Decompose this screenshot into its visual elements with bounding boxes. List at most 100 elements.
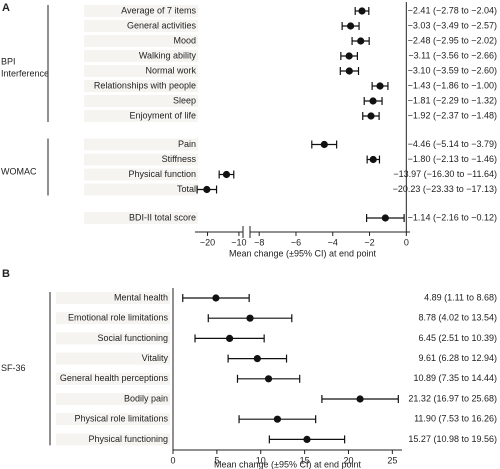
panel-label: A [2,2,10,14]
row-label: General activities [127,20,197,30]
point-estimate [346,22,355,30]
row-label-bg [84,65,198,77]
row-label: Stiffness [162,154,197,164]
group-label: SF-36 [1,363,26,373]
row-label: BDI-II total score [129,212,196,222]
value-label: 10.89 (7.35 to 14.44) [413,373,497,383]
value-label: 4.89 (1.11 to 8.68) [424,292,497,302]
x-tick-label: 5 [214,455,219,465]
row-label: Physical functioning [88,434,168,444]
x-tick-label: −8 [254,237,264,247]
row-label-bg [84,153,198,166]
row-label: Physical role limitations [74,414,168,424]
row-label: General health perceptions [60,373,169,383]
row-label: Enjoyment of life [129,110,196,120]
point-estimate [212,294,220,302]
row-label: Average of 7 items [121,5,196,15]
row-label-bg [84,5,198,17]
value-label: −1.80 (−2.13 to −1.46) [408,154,497,164]
point-estimate [369,155,377,164]
row-label-bg [56,413,170,426]
value-label: −20.23 (−23.33 to −17.13) [393,184,497,194]
value-label: −1.81 (−2.29 to −1.32) [408,95,497,105]
row-label: Bodily pain [124,393,168,403]
row-label: Sleep [173,95,196,105]
x-tick-label: 0 [170,455,175,465]
row-label-bg [84,212,198,224]
row-label-bg [84,50,198,62]
row-label-bg [84,138,198,151]
value-label: 9.61 (6.28 to 12.94) [418,353,497,363]
value-label: −3.10 (−3.59 to −2.60) [408,65,497,75]
row-label: Physical function [128,169,196,179]
value-label: −2.41 (−2.78 to −2.04) [408,5,497,15]
point-estimate [358,7,366,15]
row-label: Pain [178,139,196,149]
point-estimate [381,214,389,222]
row-label: Social functioning [97,333,168,343]
row-label-bg [84,95,198,107]
value-label: 21.32 (16.97 to 25.68) [408,393,497,403]
row-label: Total [177,184,196,194]
row-label-bg [84,80,198,92]
point-estimate [225,334,234,342]
row-label-bg [84,20,198,32]
row-label-bg [56,332,170,345]
row-label-bg [84,168,198,181]
row-label-bg [56,393,170,405]
x-tick-label: −6 [291,237,301,247]
point-estimate [345,52,353,60]
point-estimate [367,112,375,120]
value-label: 11.90 (7.53 to 16.26) [414,414,497,424]
x-tick-label: −10 [231,237,246,247]
point-estimate [264,375,273,383]
value-label: −2.48 (−2.95 to −2.02) [408,35,497,45]
row-label: Relationships with people [94,80,196,90]
point-estimate [203,185,211,194]
x-tick-label: 0 [404,237,409,247]
value-label: 15.27 (10.98 to 19.56) [408,434,497,444]
panel-label: B [2,268,10,280]
group-label: BPI Interference [1,57,49,79]
x-tick-label: −20 [200,237,215,247]
value-label: −3.03 (−3.49 to −2.57) [408,20,497,30]
value-label: −1.92 (−2.37 to −1.48) [408,110,497,120]
x-tick-label: 15 [300,455,310,465]
value-label: −4.46 (−5.14 to −3.79) [408,139,497,149]
value-label: 6.45 (2.51 to 10.39) [418,333,497,343]
point-estimate [357,37,365,45]
point-estimate [303,435,311,443]
row-label: Vitality [142,353,169,363]
row-label-bg [56,352,170,365]
row-label-bg [84,35,198,47]
point-estimate [376,82,384,90]
group-label: WOMAC [1,166,37,176]
x-tick-label: −2 [364,237,374,247]
row-label: Walking ability [139,50,197,60]
point-estimate [356,395,364,403]
value-label: −13.97 (−16.30 to −11.64) [393,169,497,179]
row-label-bg [84,110,198,122]
value-label: 8.78 (4.02 to 13.54) [418,313,497,323]
x-axis-title: Mean change (±95% CI) at end point [214,459,362,469]
x-tick-label: 20 [343,455,353,465]
row-label-bg [56,433,170,446]
row-label: Emotional role limitations [68,313,169,323]
x-tick-label: 25 [387,455,397,465]
point-estimate [320,140,328,149]
value-label: −3.11 (−3.56 to −2.66) [408,50,497,60]
x-tick-label: 10 [256,455,266,465]
point-estimate [253,355,261,363]
point-estimate [273,415,282,423]
point-estimate [345,67,353,75]
row-label-bg [84,183,198,196]
x-axis-title: Mean change (±95% CI) at end point [229,248,377,258]
row-label-bg [56,372,170,385]
point-estimate [369,97,377,105]
x-tick-label: −4 [328,237,338,247]
row-label-bg [56,312,170,325]
point-estimate [222,170,231,179]
row-label: Mental health [114,292,168,302]
row-label: Normal work [145,65,196,75]
